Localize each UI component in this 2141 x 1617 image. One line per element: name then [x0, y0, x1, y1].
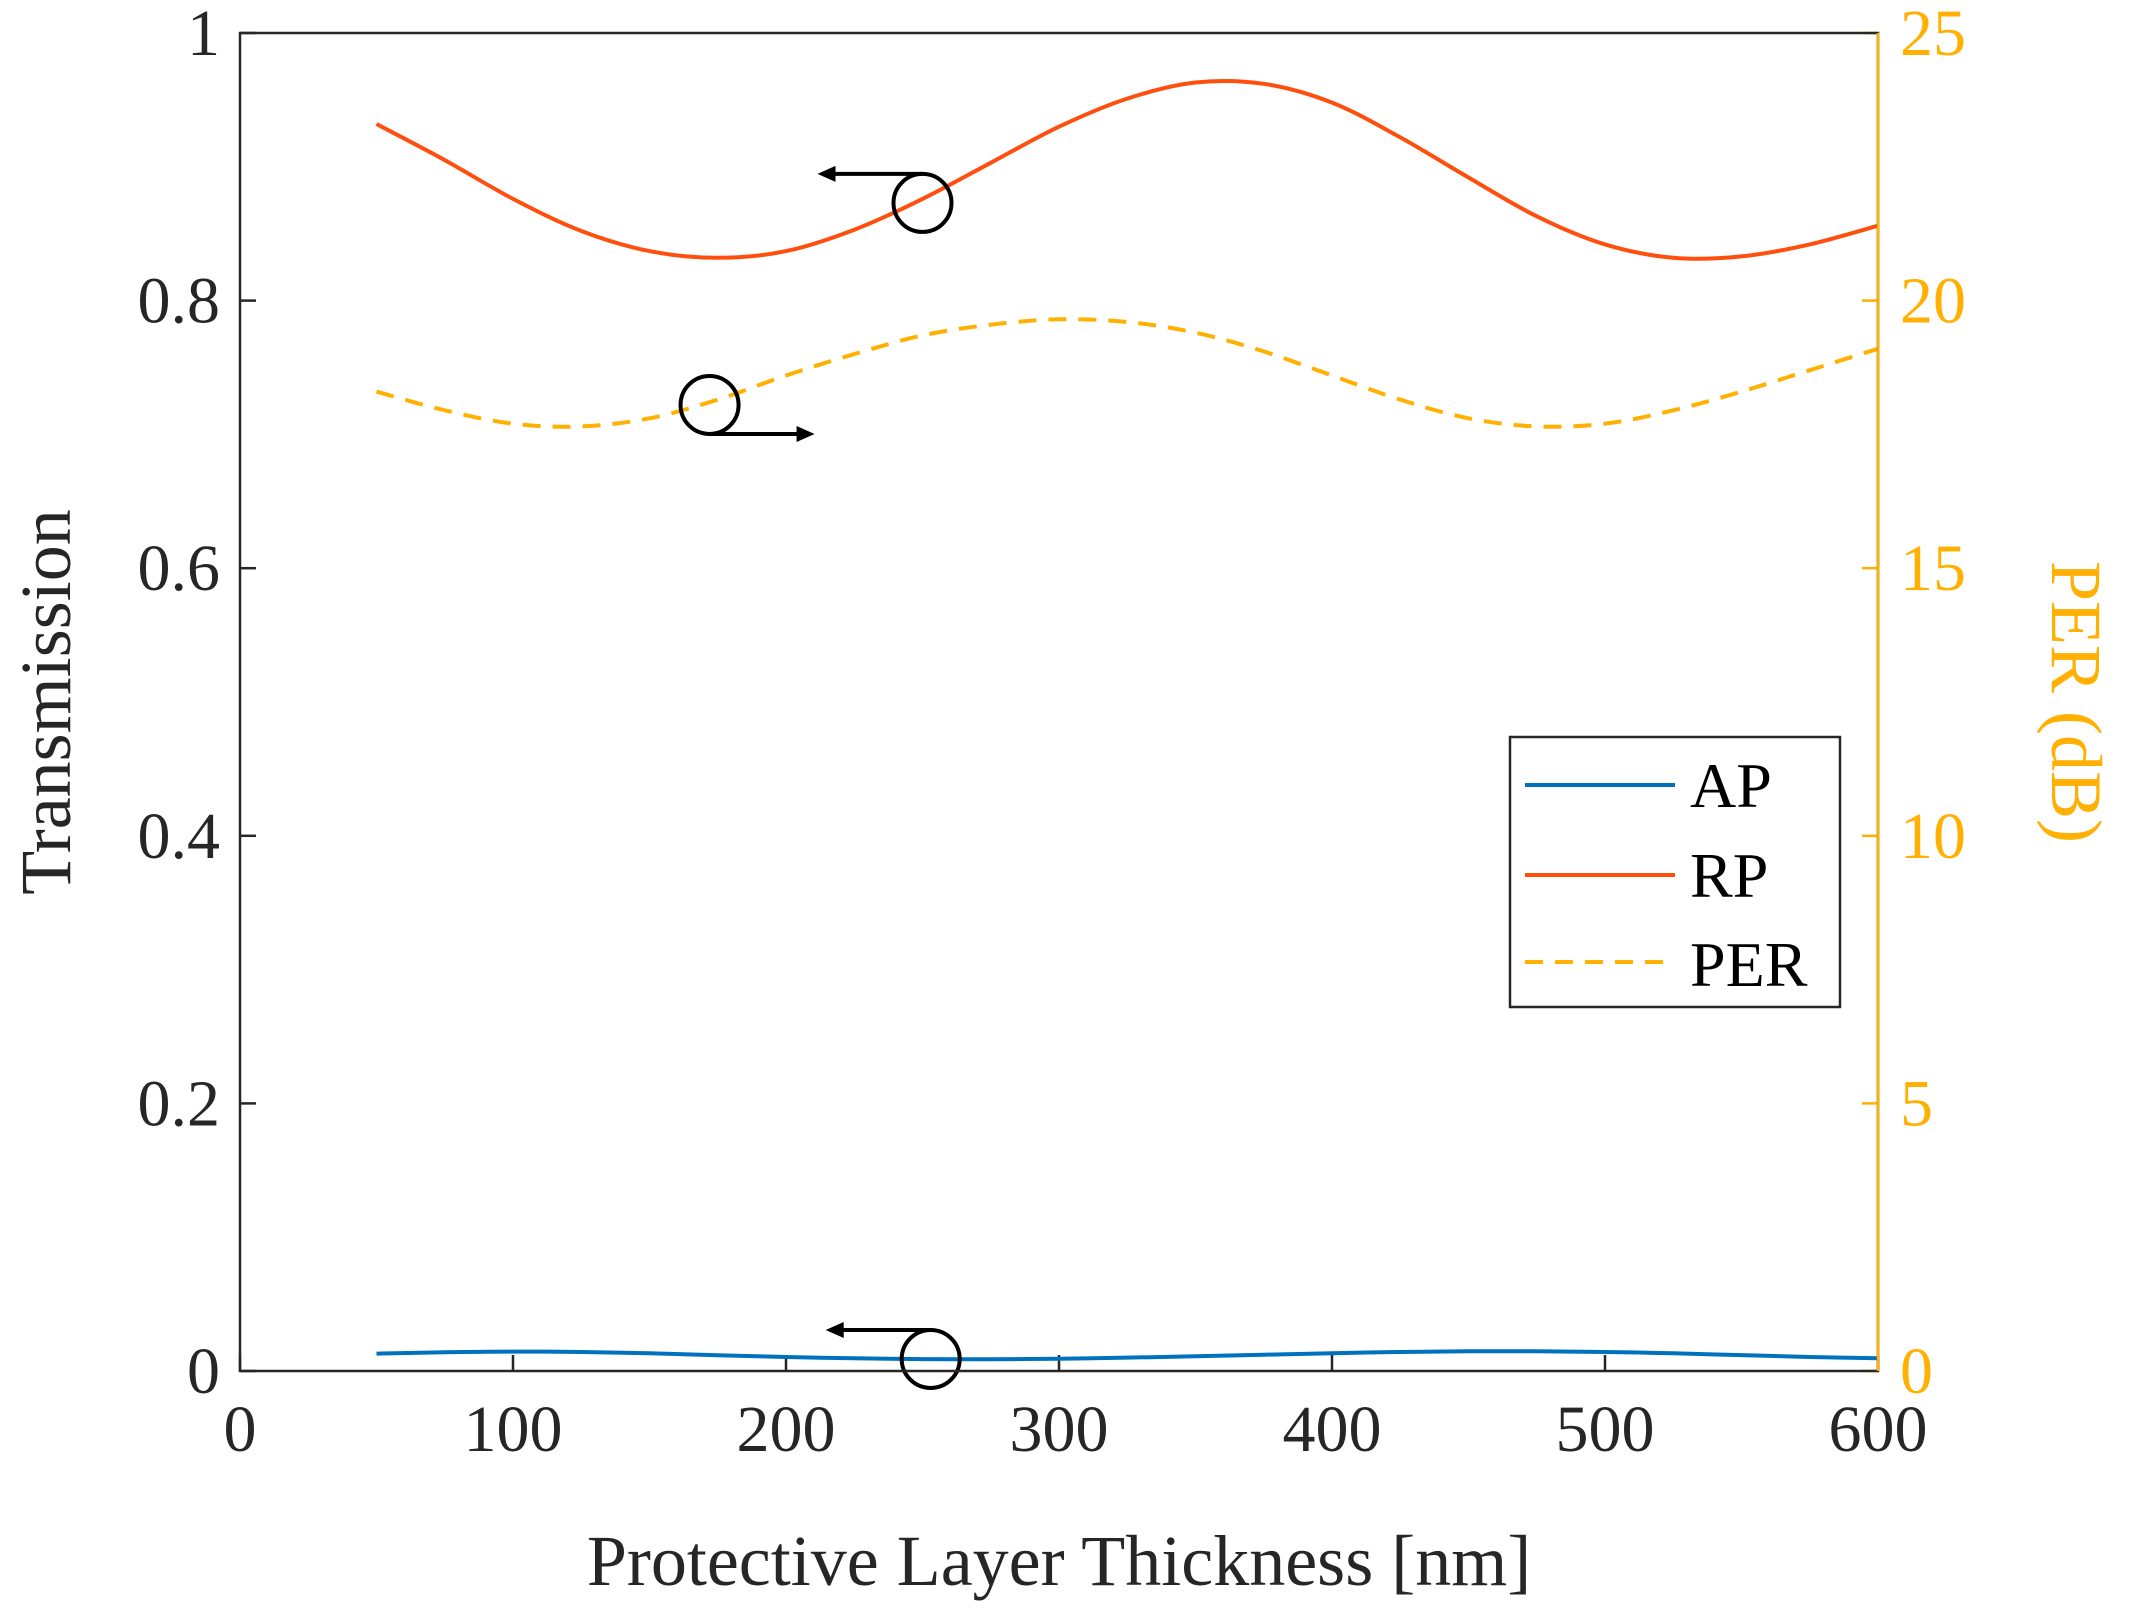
- y-tick-label-right: 5: [1900, 1067, 1933, 1140]
- annotation-rp: [817, 165, 954, 234]
- annotation-ap: [825, 1321, 962, 1390]
- y-tick-label-left: 0.2: [138, 1067, 221, 1140]
- y-tick-label-right: 10: [1900, 800, 1966, 873]
- x-tick-label: 500: [1556, 1393, 1655, 1466]
- y-tick-label-left: 0.8: [138, 265, 221, 338]
- series-line-per: [375, 317, 1879, 429]
- x-tick-label: 0: [224, 1393, 257, 1466]
- annotation-arrow-head: [825, 1321, 844, 1338]
- x-tick-label: 300: [1010, 1393, 1109, 1466]
- x-tick-label: 100: [464, 1393, 563, 1466]
- x-axis-title: Protective Layer Thickness [nm]: [587, 1521, 1531, 1601]
- y-tick-label-left: 0.6: [138, 532, 221, 605]
- series-line-ap: [376, 1349, 1879, 1362]
- annotation-circle: [678, 373, 741, 436]
- x-tick-label: 200: [737, 1393, 836, 1466]
- legend-label-rp: RP: [1690, 840, 1768, 911]
- legend: AP RP PER: [1508, 735, 1842, 1009]
- annotation-arrow-head: [796, 425, 815, 442]
- y-tick-label-left: 1: [187, 0, 220, 70]
- y-tick-label-left: 0.4: [138, 800, 221, 873]
- x-tick-label: 400: [1283, 1393, 1382, 1466]
- series-line-rp: [375, 78, 1879, 261]
- annotation-circle: [891, 171, 954, 234]
- annotation-per: [678, 373, 815, 442]
- y-tick-label-right: 25: [1900, 0, 1966, 70]
- legend-label-ap: AP: [1690, 750, 1772, 821]
- x-tick-label: 600: [1829, 1393, 1928, 1466]
- legend-label-per: PER: [1690, 929, 1808, 1000]
- y-tick-label-left: 0: [187, 1335, 220, 1408]
- plot-area-frame: [238, 31, 1880, 1373]
- y-tick-label-right: 0: [1900, 1335, 1933, 1408]
- y-axis-title-right: PER (dB): [2036, 561, 2116, 843]
- annotation-arrow-head: [817, 165, 836, 182]
- y-axis-title-left: Transmission: [6, 509, 86, 894]
- y-tick-label-right: 20: [1900, 265, 1966, 338]
- y-tick-label-right: 15: [1900, 532, 1966, 605]
